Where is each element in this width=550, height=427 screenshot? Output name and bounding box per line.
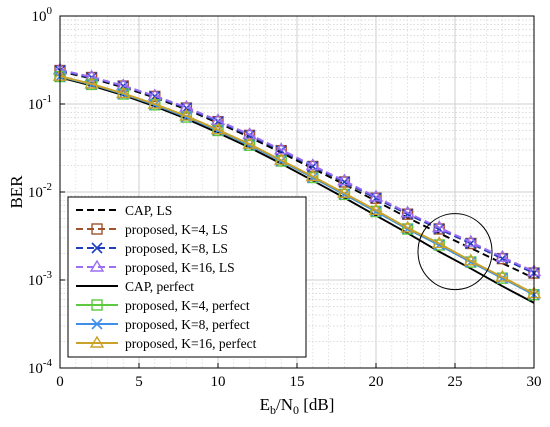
legend-marker [89,335,105,348]
x-tick-label: 15 [290,374,305,390]
legend-box [67,196,307,358]
legend-marker [91,318,103,330]
legend-marker [91,242,103,254]
series-line [59,75,535,295]
data-point [179,108,194,121]
data-point [495,269,510,282]
data-point [117,80,129,92]
x-tick-label: 0 [56,374,64,390]
y-tick-label: 10-2 [28,181,52,201]
y-axis-label: BER [7,175,26,209]
legend-marker [89,259,105,272]
data-point [305,169,321,182]
highlight-ellipse [417,213,493,291]
legend-entry: proposed, K=16, perfect [76,335,257,351]
data-point [463,253,479,266]
series-layer [52,62,542,304]
y-tick-label: 100 [32,5,53,25]
legend-label: proposed, K=16, perfect [125,336,257,351]
x-tick-label: 5 [135,374,143,390]
y-tick-label: 10-3 [28,269,53,289]
data-point [117,88,129,100]
legend-label: proposed, K=8, perfect [125,317,250,332]
legend-label: proposed, K=16, LS [125,260,235,275]
series-0 [59,70,535,279]
legend-label: CAP, perfect [125,279,194,294]
annotation-layer [417,213,493,291]
legend-entry: CAP, LS [76,203,172,218]
data-point [149,99,161,111]
data-point [337,185,352,198]
data-point [180,102,193,114]
x-tick-label: 10 [211,374,226,390]
legend-label: proposed, K=8, LS [125,241,228,256]
data-point [431,236,447,249]
data-point [84,69,99,82]
series-line [59,68,535,273]
series-7 [52,68,542,299]
x-tick-label: 30 [527,374,542,390]
data-point [400,205,415,218]
series-line [59,70,535,279]
data-point [210,122,226,135]
data-point [273,152,289,165]
legend-marker [91,223,103,235]
data-point [147,96,163,109]
legend-entry: proposed, K=4, LS [76,222,228,237]
series-4 [59,76,535,304]
legend-entry: proposed, K=8, perfect [76,317,250,332]
data-point [275,155,287,167]
legend: CAP, LS proposed, K=4, LS proposed, K=8, L… [67,196,307,358]
legend-label: proposed, K=4, LS [125,222,228,237]
data-point [84,76,99,89]
data-point [495,249,510,262]
series-line [59,76,535,304]
data-point [212,124,224,137]
legend-entry: CAP, perfect [76,279,194,294]
legend-entry: proposed, K=8, LS [76,241,228,256]
x-tick-label: 25 [448,374,463,390]
legend-entry: proposed, K=16, LS [76,259,235,275]
data-point [463,234,479,247]
legend-label: proposed, K=4, perfect [125,298,250,313]
legend-label: CAP, LS [125,203,172,218]
data-point [368,202,384,215]
axis-ticks: 0 5 10 15 20 25 30 100 10-1 10-2 10-3 10-4 [28,5,542,390]
x-axis-label: Eb/N0 [dB] [260,395,335,417]
data-point [368,189,384,202]
data-point [85,78,98,91]
data-point [115,86,131,99]
y-tick-label: 10-1 [28,93,52,113]
data-point [242,136,257,149]
x-tick-label: 20 [369,374,384,390]
legend-entry: proposed, K=4, perfect [76,298,250,313]
data-point [400,220,415,233]
y-tick-label: 10-4 [28,357,53,377]
data-point [337,173,352,186]
data-point [149,90,161,103]
data-point [431,220,447,233]
legend-marker [91,299,103,311]
plot-frame [59,15,535,369]
